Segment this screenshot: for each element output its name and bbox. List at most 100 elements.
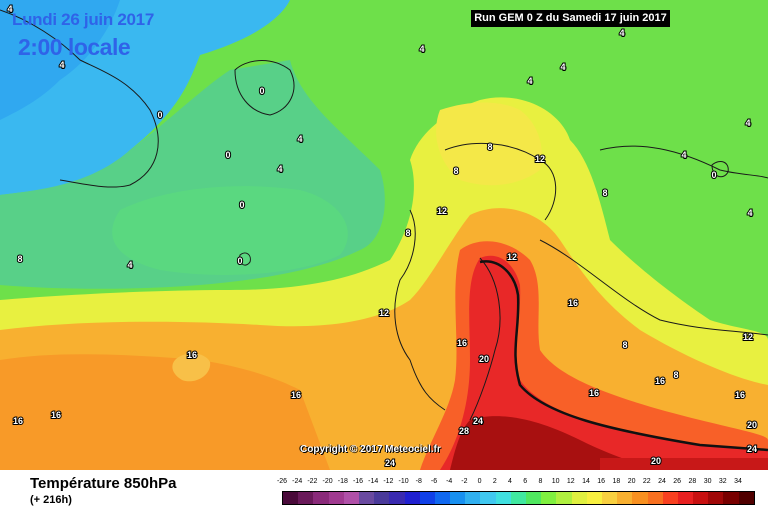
legend-swatch (283, 492, 299, 504)
legend-label: -22 (307, 478, 318, 485)
legend-label: 28 (688, 478, 697, 485)
isotherm-label: 12 (743, 332, 753, 342)
legend-swatch (632, 492, 648, 504)
legend-label: -6 (430, 478, 438, 485)
coastlines (0, 9, 768, 421)
legend-label: -16 (352, 478, 364, 485)
legend-swatch (677, 492, 694, 504)
legend-label: -24 (292, 478, 303, 485)
isotherm-label: 4 (419, 44, 424, 54)
legend-label: 20 (627, 478, 636, 485)
map-canvas: 4 4 4 4 4 4 4 4 4 4 4 4 0 0 0 0 0 0 8 8 8 8 8 8 8 12 12 12 12 12 16 16 1… (0, 0, 768, 470)
legend-swatch (450, 492, 466, 504)
legend-swatch (343, 492, 359, 504)
isotherm-label: 12 (507, 252, 517, 262)
legend-swatch (571, 492, 587, 504)
isotherm-label: 8 (17, 254, 22, 264)
forecast-offset: (+ 216h) (30, 494, 72, 506)
legend-label: 2 (492, 478, 497, 485)
legend-swatch (374, 492, 390, 504)
legend-swatch (586, 492, 602, 504)
color-legend (282, 491, 755, 505)
legend-swatch (510, 492, 526, 504)
legend-swatch (328, 492, 344, 504)
isotherm-label: 8 (602, 188, 607, 198)
temperature-map: 4 4 4 4 4 4 4 4 4 4 4 4 0 0 0 0 0 0 8 8 8 8 8 8 8 12 12 12 12 12 16 16 1… (0, 0, 768, 470)
zone-28-bottom (600, 458, 768, 470)
legend-swatch (313, 492, 329, 504)
legend-label: -20 (322, 478, 333, 485)
legend-label: 16 (597, 478, 606, 485)
isotherm-label: 16 (655, 376, 665, 386)
legend-swatch (480, 492, 496, 504)
isotherm-label: 12 (379, 308, 389, 318)
legend-label: 0 (477, 478, 482, 485)
legend-swatch (738, 492, 754, 504)
legend-swatch (617, 492, 633, 504)
isotherm-label: 0 (157, 110, 162, 120)
legend-label: 32 (718, 478, 727, 485)
isotherm-label: 4 (59, 60, 64, 70)
legend-swatch (647, 492, 663, 504)
isotherm-label: 16 (13, 416, 23, 426)
isotherm-label: 4 (277, 164, 282, 174)
isotherm-label: 4 (747, 208, 752, 218)
isotherm-label: 0 (225, 150, 230, 160)
legend-swatch (389, 492, 405, 504)
legend-swatch (601, 492, 618, 504)
isotherm-label: 4 (745, 118, 750, 128)
forecast-local-time: 2:00 locale (18, 34, 131, 60)
legend-label: -2 (461, 478, 468, 485)
legend-label: -14 (368, 478, 379, 485)
isotherm-label: 12 (437, 206, 447, 216)
isotherm-label: 4 (619, 28, 624, 38)
isotherm-label: 16 (568, 298, 578, 308)
isotherm-label: 4 (127, 260, 132, 270)
legend-swatch (708, 492, 724, 504)
isotherm-label: 4 (681, 150, 686, 160)
legend-labels: -26 -24 -22 -20 -18 -16 -14 -12 -10 -8 -6 -4 -2 0 2 4 6 8… (277, 478, 742, 488)
isotherm-label: 4 (527, 76, 532, 86)
legend-label: 34 (734, 478, 742, 485)
forecast-date: Lundi 26 juin 2017 (12, 10, 154, 29)
zone-16-blob (172, 353, 211, 382)
legend-swatch (419, 492, 435, 504)
legend-label: -18 (337, 478, 348, 485)
isotherm-label: 8 (622, 340, 627, 350)
legend-label: 10 (551, 478, 560, 485)
legend-swatch (541, 492, 557, 504)
map-labels: 4 4 4 4 4 4 4 4 4 4 4 4 0 0 0 0 0 0 8 8 8 8 8 8 8 12 12 12 12 12 16 16 1… (6, 3, 758, 469)
zone-2-4-inner (112, 186, 348, 275)
legend-label: 6 (523, 478, 528, 485)
isotherm-label: 16 (187, 350, 197, 360)
legend-swatch (495, 492, 511, 504)
legend-swatch (662, 492, 678, 504)
field-title: Température 850hPa (30, 475, 177, 492)
isotherm-label: 16 (735, 390, 745, 400)
isotherm-label: 0 (711, 170, 716, 180)
isotherm-label: 28 (459, 426, 469, 436)
isotherm-label: 20 (747, 420, 757, 430)
legend-label: 12 (566, 478, 575, 485)
isotherm-label: 12 (535, 154, 545, 164)
legend-label: 14 (582, 478, 590, 485)
isotherm-label: 4 (7, 4, 12, 14)
legend-swatch (298, 492, 314, 504)
copyright-notice: Copyright © 2017 Meteociel.fr (300, 444, 441, 455)
isotherm-label: 8 (405, 228, 410, 238)
isotherm-label: 20 (479, 354, 489, 364)
zone-minus2-0 (0, 0, 120, 120)
run-info-box: Run GEM 0 Z du Samedi 17 juin 2017 (471, 10, 670, 27)
legend-label: -10 (398, 478, 409, 485)
legend-label: -4 (446, 478, 453, 485)
legend-label: 18 (612, 478, 621, 485)
zone-18-sw (0, 354, 330, 470)
zone-24-26 (440, 255, 768, 470)
legend-label: 8 (538, 478, 543, 485)
legend-swatch (723, 492, 739, 504)
legend-swatch (404, 492, 420, 504)
legend-label: 30 (703, 478, 712, 485)
footer: Température 850hPa (+ 216h) -2 6 -24 -22 -20… (0, 470, 768, 512)
legend-swatch (465, 492, 481, 504)
legend-label: -12 (383, 478, 394, 485)
